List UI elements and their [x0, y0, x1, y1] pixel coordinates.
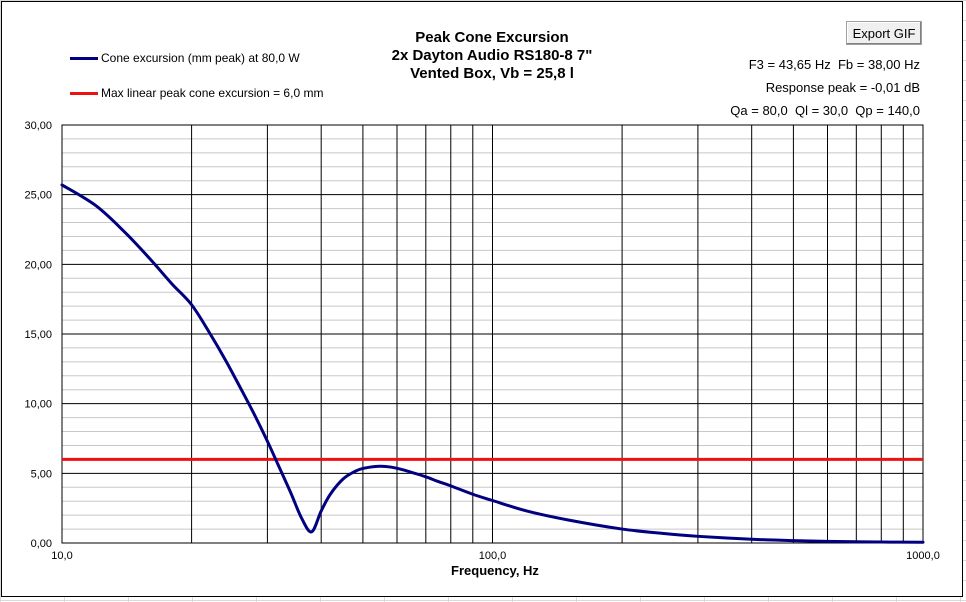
x-axis-title: Frequency, Hz: [451, 563, 539, 578]
q-factors-info: Qa = 80,0 Ql = 30,0 Qp = 140,0: [730, 103, 920, 118]
x-tick-label: 10,0: [51, 550, 72, 562]
tuning-info: F3 = 43,65 Hz Fb = 38,00 Hz: [748, 57, 920, 72]
tick-labels: 0,00 5,00 10,00 15,00 20,00 25,00 30,00 10,0 100…: [24, 120, 939, 562]
y-tick-label: 30,00: [24, 120, 52, 132]
y-tick-label: 20,00: [24, 259, 52, 271]
export-gif-button[interactable]: Export GIF: [846, 21, 922, 45]
chart-subtitle-driver: 2x Dayton Audio RS180-8 7": [391, 47, 593, 64]
x-tick-label: 100,0: [479, 550, 507, 562]
plot-border: [61, 124, 924, 544]
y-tick-label: 25,00: [24, 190, 52, 202]
legend-item-excursion: Cone excursion (mm peak) at 80,0 W: [70, 50, 300, 66]
y-tick-label: 15,00: [24, 329, 52, 341]
legend-swatch-excursion: [70, 56, 98, 60]
y-tick-label: 5,00: [31, 468, 52, 480]
legend-item-max-linear: Max linear peak cone excursion = 6,0 mm: [70, 85, 323, 101]
series-line-excursion: [60, 183, 925, 544]
chart-title: Peak Cone Excursion: [415, 29, 569, 46]
legend-label-excursion: Cone excursion (mm peak) at 80,0 W: [101, 51, 300, 65]
response-peak-info: Response peak = -0,01 dB: [765, 80, 920, 95]
legend-label-max-linear: Max linear peak cone excursion = 6,0 mm: [101, 86, 324, 100]
y-tick-label: 10,00: [24, 399, 52, 411]
legend-swatch-max-linear: [70, 91, 98, 95]
chart-subtitle-box: Vented Box, Vb = 25,8 l: [410, 65, 574, 82]
y-tick-label: 0,00: [31, 538, 52, 550]
x-tick-label: 1000,0: [906, 550, 940, 562]
major-gridlines: [61, 124, 924, 544]
series-layer: [60, 183, 925, 544]
